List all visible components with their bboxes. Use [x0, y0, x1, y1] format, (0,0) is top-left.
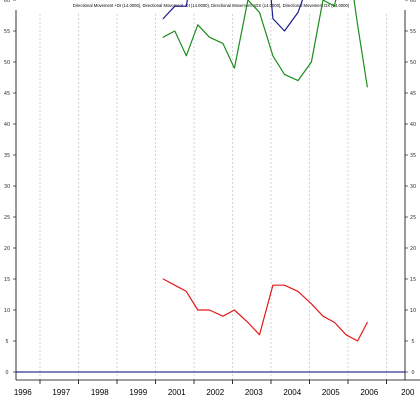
y-tick-label-right: 35 — [410, 153, 416, 159]
y-tick-label-left: 35 — [4, 153, 10, 159]
y-tick-label-right: 40 — [410, 122, 416, 128]
grid-layer — [39, 14, 387, 380]
data-point-red — [163, 278, 164, 279]
data-point-red — [346, 334, 347, 335]
x-tick-label: 200 — [401, 388, 415, 397]
y-tick-label-left: 45 — [4, 91, 10, 97]
data-point-red — [297, 291, 298, 292]
y-tick-label-left: 0 — [5, 370, 8, 376]
data-point-red — [222, 316, 223, 317]
axis-layer — [13, 0, 420, 384]
y-tick-label-left: 40 — [4, 122, 10, 128]
data-point-green — [284, 74, 285, 75]
data-point-green — [297, 80, 298, 81]
x-tick-label: 2003 — [245, 388, 263, 397]
series-line-green — [162, 0, 368, 88]
data-point-green — [272, 55, 273, 56]
y-tick-label-left: 55 — [4, 29, 10, 35]
y-tick-label-left: 30 — [4, 184, 10, 190]
data-point-red — [197, 309, 198, 310]
y-tick-label-right: 30 — [410, 184, 416, 190]
data-point-blue — [297, 12, 298, 13]
data-point-green — [197, 24, 198, 25]
y-tick-label-right: 55 — [410, 29, 416, 35]
series-line-red — [162, 278, 368, 342]
x-tick-label: 1997 — [52, 388, 70, 397]
y-tick-label-left: 15 — [4, 277, 10, 283]
data-point-blue — [163, 18, 164, 19]
y-tick-label-right: 60 — [410, 0, 416, 4]
data-point-blue — [186, 6, 187, 7]
data-point-red — [234, 309, 235, 310]
data-point-red — [272, 285, 273, 286]
y-tick-label-right: 5 — [411, 339, 414, 345]
x-tick-label: 2004 — [283, 388, 301, 397]
x-tick-label: 1998 — [91, 388, 109, 397]
data-point-blue — [284, 30, 285, 31]
y-tick-label-right: 50 — [410, 60, 416, 66]
x-tick-label: 2005 — [322, 388, 340, 397]
data-point-red — [322, 316, 323, 317]
data-point-red — [186, 291, 187, 292]
series-layer — [162, 0, 368, 342]
data-point-green — [222, 43, 223, 44]
y-tick-label-left: 5 — [5, 339, 8, 345]
y-tick-label-right: 25 — [410, 215, 416, 221]
data-point-red — [367, 322, 368, 323]
data-point-red — [209, 309, 210, 310]
data-point-green — [234, 68, 235, 69]
y-tick-label-right: 0 — [411, 370, 414, 376]
data-point-green — [163, 37, 164, 38]
x-tick-label: 2001 — [168, 388, 186, 397]
data-point-red — [311, 303, 312, 304]
data-point-red — [357, 340, 358, 341]
y-tick-label-left: 20 — [4, 246, 10, 252]
data-point-green — [186, 55, 187, 56]
data-point-green — [367, 86, 368, 87]
data-point-green — [209, 37, 210, 38]
data-point-red — [334, 322, 335, 323]
y-tick-label-right: 10 — [410, 308, 416, 314]
y-tick-label-left: 10 — [4, 308, 10, 314]
data-point-green — [174, 30, 175, 31]
y-tick-label-right: 20 — [410, 246, 416, 252]
y-tick-label-left: 25 — [4, 215, 10, 221]
y-tick-label-left: 50 — [4, 60, 10, 66]
x-tick-label: 1996 — [14, 388, 32, 397]
data-point-green — [357, 24, 358, 25]
data-point-red — [247, 322, 248, 323]
data-point-blue — [272, 18, 273, 19]
chart-title: Directional Movement +DI (14.0000), Dire… — [73, 3, 350, 8]
data-point-green — [334, 6, 335, 7]
data-point-red — [259, 334, 260, 335]
data-point-green — [259, 12, 260, 13]
data-point-red — [284, 285, 285, 286]
data-point-red — [174, 285, 175, 286]
x-tick-label: 1999 — [129, 388, 147, 397]
data-point-blue — [174, 6, 175, 7]
y-tick-label-right: 15 — [410, 277, 416, 283]
data-point-green — [311, 61, 312, 62]
x-tick-label: 2002 — [206, 388, 224, 397]
y-tick-label-left: 60 — [4, 0, 10, 4]
x-tick-label: 2006 — [360, 388, 378, 397]
y-tick-label-right: 45 — [410, 91, 416, 97]
